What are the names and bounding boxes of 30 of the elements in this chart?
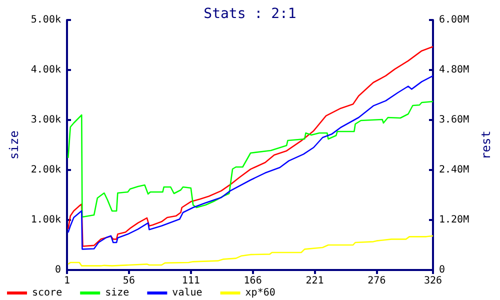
y2-tick-label: 4.80M <box>438 64 470 76</box>
y-tick-label: 3.00k <box>30 114 61 126</box>
y2-tick-label: 3.60M <box>438 114 470 126</box>
line-series <box>67 235 434 266</box>
legend-label: value <box>172 288 202 298</box>
line-series <box>67 100 434 218</box>
line-series <box>67 46 434 247</box>
line-series <box>67 75 434 250</box>
legend-label: score <box>32 288 62 298</box>
legend-label: xp*60 <box>245 288 276 298</box>
x-tick-label: 166 <box>244 276 262 286</box>
y2-tick-label: 1.20M <box>438 214 470 226</box>
y-tick-label: 0 <box>54 264 61 276</box>
y-tick-label: 2.00k <box>30 164 61 176</box>
x-tick-label: 221 <box>306 276 324 286</box>
y-axis-title: size <box>7 130 21 160</box>
y2-tick-label: 2.40M <box>438 164 470 176</box>
x-tick-label: 326 <box>424 276 442 286</box>
y-tick-label: 4.00k <box>30 64 61 76</box>
y-tick-label: 1.00k <box>30 214 61 226</box>
y2-axis-title: rest <box>479 130 493 160</box>
x-tick-label: 1 <box>64 276 70 286</box>
y-tick-label: 5.00k <box>30 14 61 26</box>
y2-tick-label: 6.00M <box>438 14 470 26</box>
chart-title: Stats : 2:1 <box>204 6 296 22</box>
x-tick-label: 276 <box>368 276 386 286</box>
legend-label: size <box>105 288 130 298</box>
x-tick-label: 111 <box>182 276 200 286</box>
x-tick-label: 56 <box>122 276 135 286</box>
y2-tick-label: 0 <box>438 264 446 276</box>
